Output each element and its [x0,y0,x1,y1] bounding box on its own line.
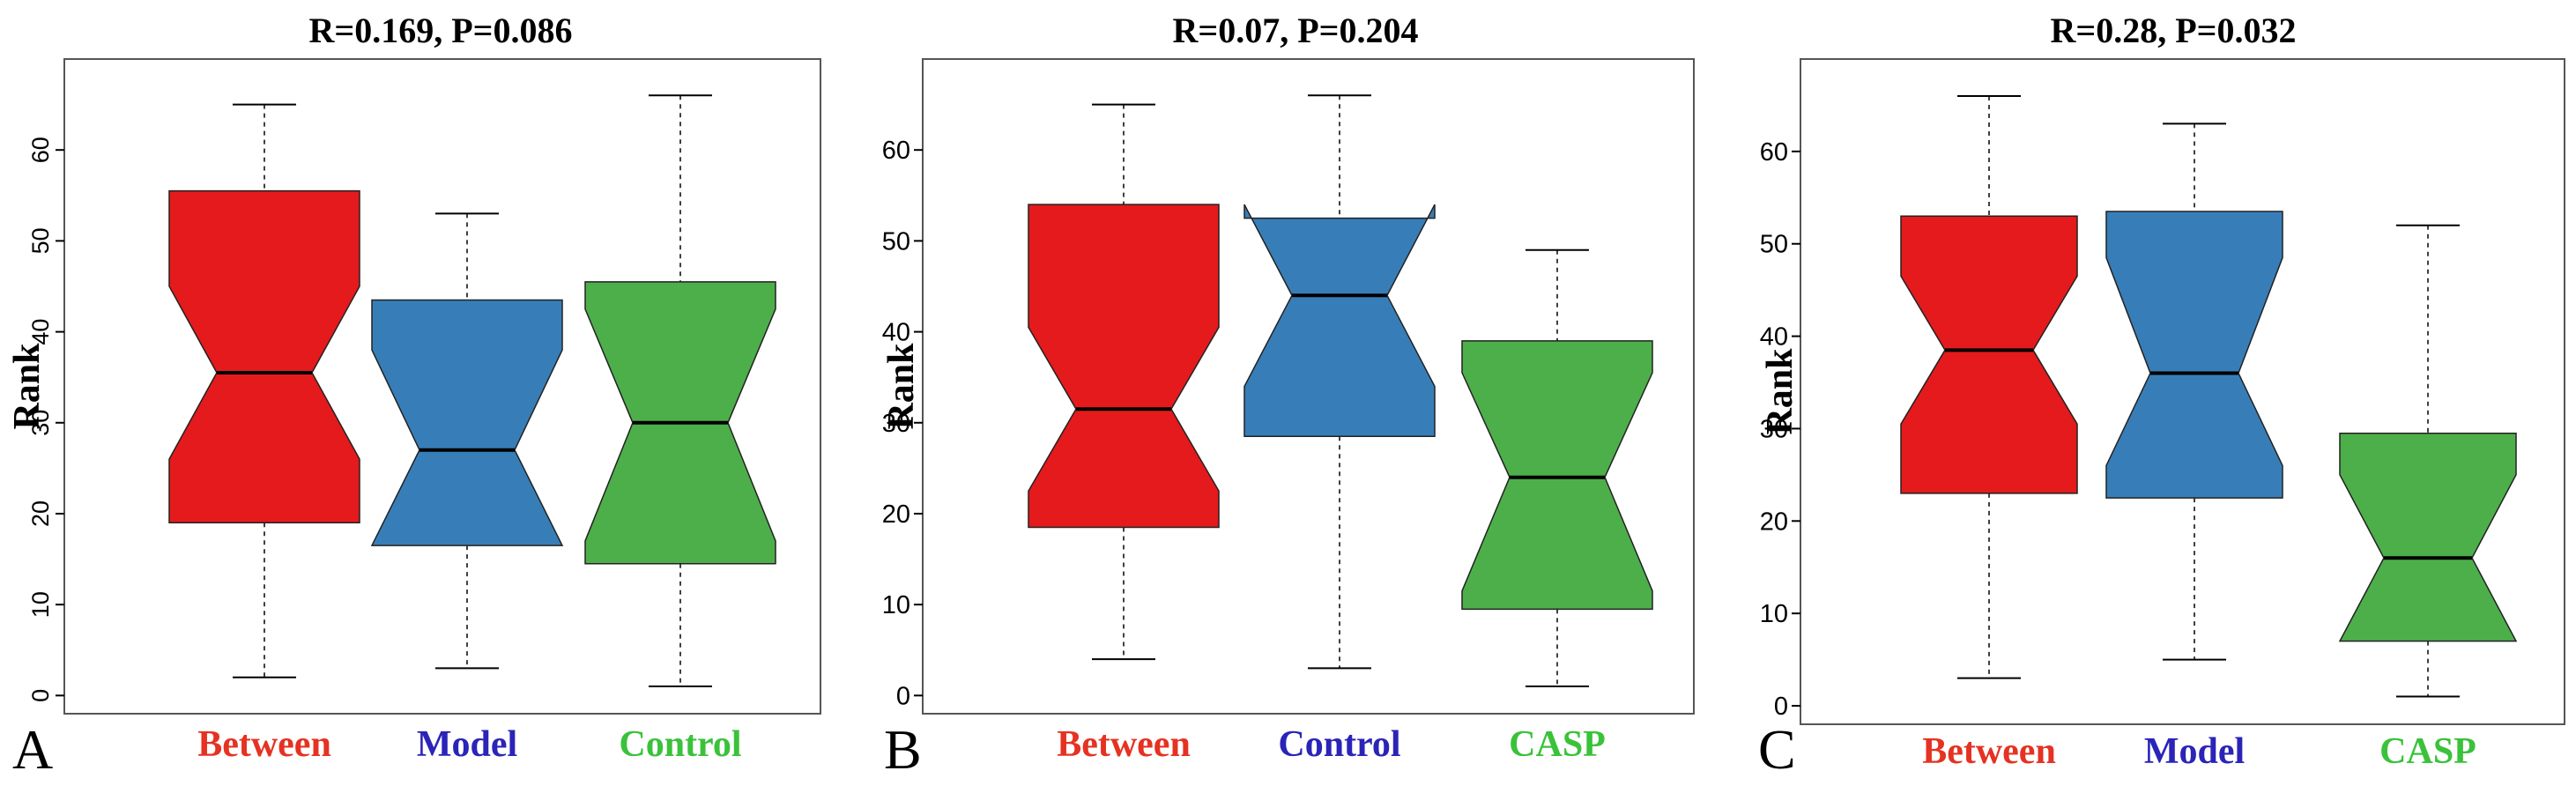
y-tick-label: 60 [882,137,910,165]
x-category-label-between: Between [1057,724,1191,765]
y-tick-label: 10 [1760,600,1788,628]
y-tick-label: 20 [27,500,54,527]
y-tick-label: 40 [27,319,54,345]
y-tick-label: 10 [27,591,54,618]
x-category-label-control: Control [1278,724,1400,765]
y-tick-label: 60 [1760,138,1788,167]
panel-a: R=0.169, P=0.086 Rank 0 10 20 30 40 50 60 Between… [7,11,821,781]
plot-frame [1800,58,2565,725]
box-between [1900,215,2078,494]
panel-letter: A [12,718,53,781]
chart-title: R=0.28, P=0.032 [2051,11,2297,50]
box-between [1028,204,1220,529]
box-casp [2338,432,2518,642]
x-category-label-model: Model [417,724,517,765]
panel-letter: C [1758,718,1796,781]
y-tick-label: 40 [1760,323,1788,352]
chart-title: R=0.169, P=0.086 [309,11,573,50]
y-tick-label: 10 [882,591,910,619]
y-tick-label: 0 [896,682,910,710]
y-tick-label: 20 [1760,508,1788,536]
y-axis-label: Rank [881,343,922,430]
box-model [370,299,564,546]
x-category-label-control: Control [619,724,741,765]
y-axis-label: Rank [1760,348,1800,435]
y-tick-label: 50 [882,227,910,256]
y-tick-label: 50 [27,227,54,254]
chart-title: R=0.07, P=0.204 [1173,11,1419,50]
box-model [2105,211,2283,499]
y-tick-label: 20 [882,500,910,529]
plot-frame [63,58,821,715]
y-tick-label: 30 [27,410,54,436]
y-axis-label: Rank [7,343,48,430]
y-tick-label: 50 [1760,231,1788,259]
box-control [1243,204,1436,438]
plot-frame [922,58,1695,715]
x-category-label-between: Between [1922,731,2056,772]
box-casp [1461,340,1653,611]
panel-b: R=0.07, P=0.204 Rank 0 10 20 30 40 50 60 Between C… [881,11,1695,781]
y-tick-label: 0 [1774,693,1788,721]
box-between [168,189,360,524]
y-tick-label: 30 [1760,415,1788,443]
y-tick-label: 60 [27,137,54,163]
y-tick-label: 30 [882,410,910,438]
panel-c: R=0.28, P=0.032 Rank 0 10 20 30 40 50 60 Between M… [1758,11,2565,781]
x-category-label-between: Between [197,724,331,765]
y-tick-label: 0 [27,689,54,702]
panel-letter: B [884,718,922,781]
x-category-label-model: Model [2144,731,2245,772]
x-category-label-casp: CASP [2379,731,2476,772]
x-category-label-casp: CASP [1509,724,1606,765]
y-tick-label: 40 [882,319,910,347]
